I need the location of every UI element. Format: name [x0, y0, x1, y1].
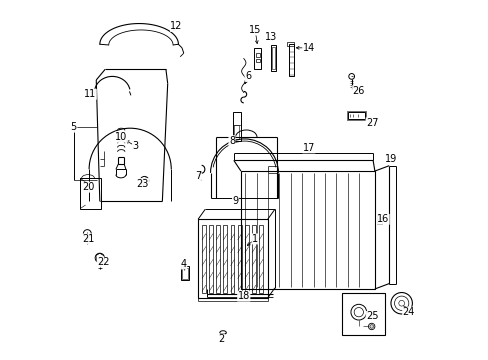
Bar — [216, 225, 220, 293]
Bar — [230, 225, 234, 293]
Text: 2: 2 — [218, 334, 224, 344]
Text: 10: 10 — [115, 132, 127, 142]
Bar — [255, 59, 259, 62]
Polygon shape — [80, 178, 101, 208]
Text: 12: 12 — [170, 21, 183, 31]
Bar — [288, 44, 293, 76]
Bar — [237, 225, 241, 293]
Text: 26: 26 — [352, 86, 364, 96]
Text: 3: 3 — [132, 141, 138, 151]
Bar — [255, 53, 259, 57]
Bar — [209, 225, 213, 293]
Text: 17: 17 — [302, 143, 314, 153]
Text: 7: 7 — [195, 171, 201, 181]
Text: 21: 21 — [81, 234, 94, 244]
Bar — [223, 225, 227, 293]
Bar — [376, 213, 381, 224]
Circle shape — [369, 325, 373, 328]
Bar — [346, 111, 365, 120]
Text: 20: 20 — [81, 182, 94, 192]
Text: 16: 16 — [376, 214, 388, 224]
Bar — [241, 171, 374, 289]
Bar — [244, 225, 248, 293]
Text: 27: 27 — [366, 118, 378, 128]
Bar — [234, 125, 239, 139]
Bar — [198, 219, 267, 298]
Bar — [347, 112, 365, 118]
Text: 4: 4 — [181, 259, 186, 269]
Text: 25: 25 — [366, 311, 378, 321]
Text: 9: 9 — [232, 197, 238, 206]
Bar — [271, 47, 274, 69]
Bar — [251, 225, 255, 293]
Text: 11: 11 — [84, 89, 96, 99]
Text: 6: 6 — [244, 71, 251, 81]
Text: 1: 1 — [252, 234, 258, 244]
Bar — [233, 112, 241, 141]
Bar — [181, 266, 189, 280]
Text: 15: 15 — [248, 25, 261, 35]
Text: 22: 22 — [97, 257, 109, 267]
Bar — [342, 293, 385, 336]
Text: 5: 5 — [70, 122, 77, 132]
Bar — [254, 48, 261, 69]
Text: 19: 19 — [384, 154, 396, 163]
Bar — [202, 225, 205, 293]
Text: 8: 8 — [228, 136, 235, 146]
Bar — [287, 42, 293, 46]
Text: 18: 18 — [237, 291, 249, 301]
Text: 24: 24 — [402, 307, 414, 317]
Ellipse shape — [220, 331, 226, 334]
Text: 13: 13 — [264, 32, 277, 42]
Bar — [270, 45, 276, 71]
Text: 23: 23 — [136, 179, 148, 189]
Text: 14: 14 — [302, 43, 314, 53]
Bar — [182, 268, 188, 279]
Bar — [259, 225, 263, 293]
